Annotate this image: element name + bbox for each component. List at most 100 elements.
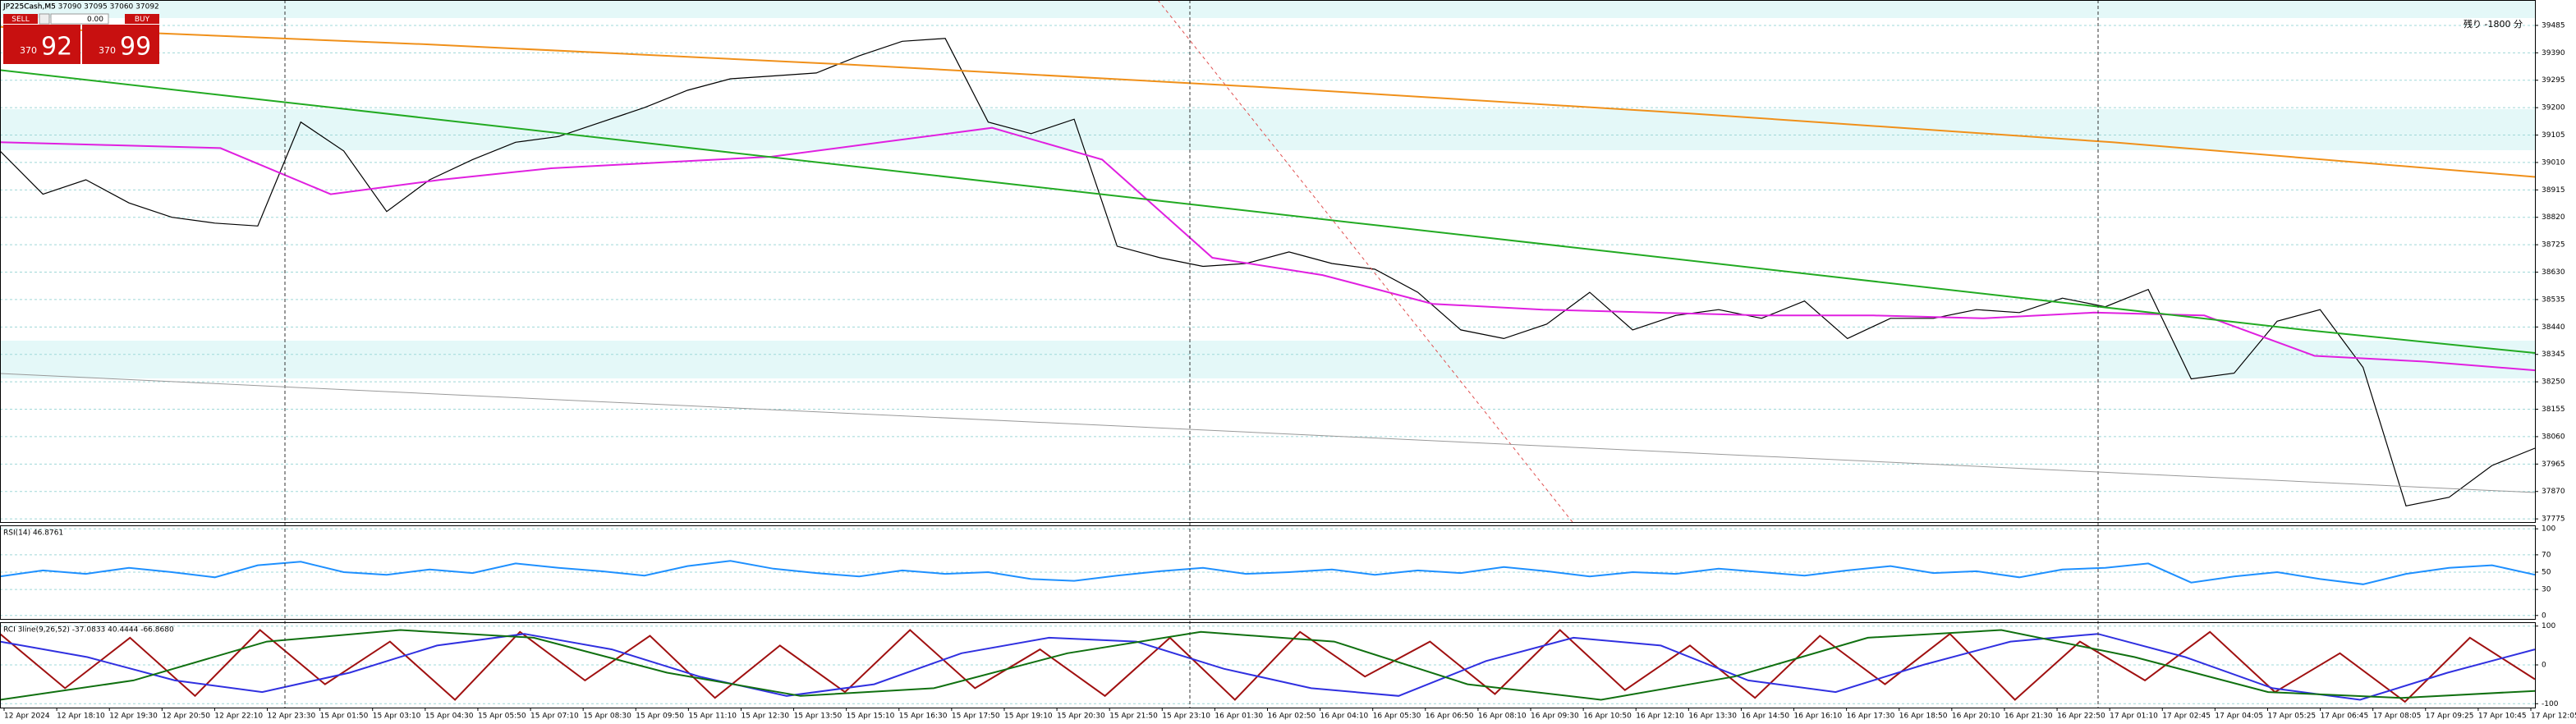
x-tick-label: 12 Apr 2024 [4,713,50,721]
series-line [0,25,2536,178]
y-tick-label: -100 [2542,700,2559,708]
pane-border [0,622,2536,708]
y-tick-label: 38345 [2542,351,2565,359]
sell-button[interactable] [3,14,38,24]
x-tick-label: 16 Apr 18:50 [1899,713,1948,721]
buy-price-main: 99 [120,33,151,62]
y-tick-label: 38535 [2542,296,2565,304]
y-tick-label: 39295 [2542,76,2565,85]
x-tick-label: 15 Apr 19:10 [1004,713,1053,721]
buy-label[interactable]: BUY [135,16,150,24]
y-tick-label: 38060 [2542,433,2565,441]
x-tick-label: 16 Apr 01:30 [1215,713,1263,721]
x-tick-label: 16 Apr 04:10 [1320,713,1369,721]
x-tick-label: 17 Apr 04:05 [2215,713,2263,721]
y-tick-label: 38915 [2542,186,2565,195]
lot-value[interactable]: 0.00 [87,16,103,24]
y-tick-label: 37870 [2542,488,2565,496]
buy-price-box[interactable] [82,25,159,64]
pane-border [0,0,2536,523]
x-tick-label: 16 Apr 02:50 [1268,713,1316,721]
zone [0,341,2535,378]
series-line [0,629,2536,703]
sell-label[interactable]: SELL [11,16,29,24]
y-tick-label: 50 [2542,569,2551,577]
series-line [0,126,2536,372]
x-tick-label: 15 Apr 03:10 [373,713,421,721]
x-tick-label: 15 Apr 16:30 [899,713,948,721]
x-tick-label: 15 Apr 01:50 [320,713,369,721]
symbol-line: JP225Cash,M5 37090 37095 37060 37092 [2,3,159,11]
x-tick-label: 16 Apr 05:30 [1373,713,1421,721]
y-tick-label: 39010 [2542,158,2565,167]
lot-down[interactable] [39,13,50,25]
x-tick-label: 16 Apr 06:50 [1426,713,1474,721]
x-tick-label: 16 Apr 22:50 [2057,713,2105,721]
sell-price-prefix: 370 [20,45,37,56]
x-tick-label: 16 Apr 12:10 [1636,713,1684,721]
y-tick-label: 0 [2542,612,2546,620]
series-line [0,69,2536,354]
pane-title: JP225Cash,M5 [2,3,56,11]
x-tick-label: 16 Apr 08:10 [1478,713,1527,721]
x-tick-label: 17 Apr 10:45 [2478,713,2527,721]
y-tick-label: 39485 [2542,21,2565,30]
sell-price-box[interactable] [3,25,80,64]
x-tick-label: 15 Apr 13:50 [794,713,843,721]
x-tick-label: 15 Apr 09:50 [636,713,684,721]
y-tick-label: 39390 [2542,49,2565,57]
x-tick-label: 16 Apr 13:30 [1688,713,1737,721]
trend-line [0,373,2536,493]
x-tick-label: 16 Apr 20:10 [1952,713,2000,721]
lot-input[interactable] [50,13,109,25]
x-tick-label: 12 Apr 23:30 [268,713,316,721]
x-tick-label: 17 Apr 06:45 [2321,713,2369,721]
y-tick-label: 30 [2542,586,2551,594]
y-tick-label: 39105 [2542,131,2565,140]
zone [0,109,2535,150]
buy-price-prefix: 370 [99,45,116,56]
y-tick-label: 38725 [2542,241,2565,250]
x-tick-label: 15 Apr 17:50 [952,713,1000,721]
x-tick-label: 17 Apr 08:05 [2373,713,2422,721]
trade-panel: SELL 0.00 BUY 370 92 370 99 [3,13,159,64]
buy-button[interactable] [125,14,159,24]
x-tick-label: 15 Apr 21:50 [1109,713,1158,721]
x-tick-label: 15 Apr 04:30 [425,713,474,721]
x-tick-label: 15 Apr 05:50 [478,713,526,721]
x-tick-label: 16 Apr 14:50 [1741,713,1789,721]
series-line [0,633,2536,701]
y-tick-label: 38440 [2542,323,2565,332]
sell-price-main: 92 [41,33,72,62]
x-tick-label: 17 Apr 12:05 [2531,713,2576,721]
pane-border [0,525,2536,620]
series-line [0,38,2536,506]
x-tick-label: 17 Apr 09:25 [2426,713,2474,721]
x-tick-label: 17 Apr 05:25 [2267,713,2316,721]
y-tick-label: 0 [2542,662,2546,670]
x-tick-label: 12 Apr 18:10 [57,713,105,721]
y-tick-label: 38250 [2542,378,2565,387]
x-tick-label: 16 Apr 21:30 [2004,713,2053,721]
x-tick-label: 15 Apr 12:30 [741,713,789,721]
series-line [0,560,2536,585]
x-tick-label: 15 Apr 08:30 [583,713,631,721]
x-tick-label: 15 Apr 11:10 [688,713,737,721]
series-line [0,629,2536,701]
y-tick-label: 38630 [2542,268,2565,277]
x-tick-label: 15 Apr 23:10 [1162,713,1210,721]
x-tick-label: 17 Apr 01:10 [2110,713,2158,721]
x-tick-label: 12 Apr 20:50 [162,713,210,721]
y-tick-label: 37775 [2542,516,2565,524]
y-tick-label: 37965 [2542,461,2565,469]
pane-title: RSI(14) 46.8761 [3,529,63,538]
x-tick-label: 15 Apr 15:10 [847,713,895,721]
y-tick-label: 100 [2542,622,2555,630]
y-tick-label: 38155 [2542,406,2565,414]
x-tick-label: 12 Apr 22:10 [214,713,263,721]
x-tick-label: 15 Apr 20:30 [1057,713,1105,721]
y-tick-label: 70 [2542,551,2551,559]
x-tick-label: 16 Apr 09:30 [1531,713,1579,721]
y-tick-label: 39200 [2542,104,2565,112]
